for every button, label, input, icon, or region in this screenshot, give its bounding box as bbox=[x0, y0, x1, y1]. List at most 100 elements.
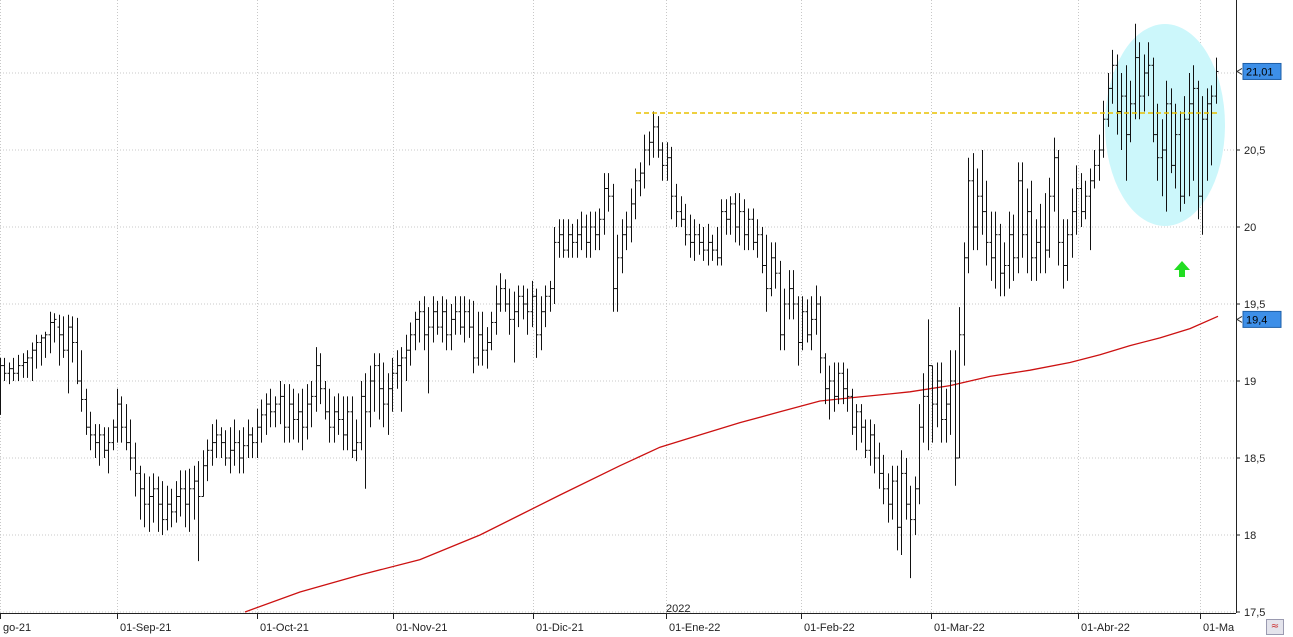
last-price-tag: 21,01 bbox=[1236, 62, 1282, 80]
y-tick-label: 18 bbox=[1244, 530, 1256, 542]
ohlc-bar bbox=[381, 362, 386, 428]
ohlc-bar bbox=[1011, 214, 1016, 281]
ohlc-bar bbox=[872, 424, 877, 474]
ohlc-bar bbox=[187, 468, 192, 532]
ohlc-bar bbox=[530, 280, 535, 328]
ohlc-bar bbox=[760, 227, 765, 274]
ohlc-bar bbox=[904, 458, 909, 520]
ohlc-bar bbox=[138, 465, 143, 520]
ohlc-bar bbox=[624, 211, 629, 251]
ohlc-bar bbox=[300, 388, 305, 451]
ohlc-bar bbox=[169, 488, 174, 528]
ohlc-bar bbox=[1133, 23, 1138, 120]
y-axis-labels: 17,5 18 18,5 19 19,5 20 20,5 bbox=[1236, 145, 1265, 619]
ohlc-bar bbox=[278, 381, 283, 425]
ohlc-bar bbox=[534, 288, 539, 358]
ohlc-bar bbox=[877, 442, 882, 489]
ohlc-bar bbox=[183, 470, 188, 528]
x-tick-label: 01-Oct-21 bbox=[260, 622, 309, 634]
ohlc-bar bbox=[336, 393, 341, 435]
year-marker: 2022 bbox=[666, 603, 690, 615]
ohlc-bar bbox=[341, 396, 346, 451]
ohlc-bar bbox=[404, 334, 409, 381]
ohlc-bar bbox=[926, 319, 931, 451]
x-tick-label: 01-Ene-22 bbox=[669, 622, 720, 634]
x-tick-label: 01-Mar-22 bbox=[934, 622, 985, 634]
ohlc-bar bbox=[250, 427, 255, 458]
ohlc-bar bbox=[287, 384, 292, 443]
ohlc-bar bbox=[70, 316, 75, 363]
ohlc-bar bbox=[881, 454, 886, 505]
ohlc-bar bbox=[268, 388, 273, 428]
ohlc-bar bbox=[588, 211, 593, 258]
ohlc-bar bbox=[246, 419, 251, 458]
ohlc-bar bbox=[115, 388, 120, 443]
ohlc-bar bbox=[539, 296, 544, 351]
ohlc-bar bbox=[228, 427, 233, 474]
ohlc-bar bbox=[832, 362, 837, 412]
ohlc-bar bbox=[462, 296, 467, 343]
ohlc-bar bbox=[782, 288, 787, 351]
ohlc-bar bbox=[0, 357, 3, 415]
axes bbox=[0, 0, 1237, 614]
ohlc-bar bbox=[142, 473, 147, 528]
ohlc-bar bbox=[318, 353, 323, 405]
ohlc-bar bbox=[223, 430, 228, 466]
ohlc-bar bbox=[615, 234, 620, 312]
chart-settings-icon[interactable]: ≈ bbox=[1266, 619, 1284, 635]
ohlc-bar bbox=[620, 219, 625, 274]
ohlc-bar bbox=[1038, 203, 1043, 274]
ohlc-bar bbox=[984, 180, 989, 266]
ohlc-bar bbox=[16, 354, 21, 381]
ohlc-bar bbox=[1070, 188, 1075, 258]
ohlc-bar bbox=[11, 357, 16, 381]
ohlc-bar bbox=[895, 465, 900, 551]
ohlc-bar bbox=[575, 219, 580, 258]
ohlc-bar bbox=[975, 168, 980, 251]
ohlc-bar bbox=[899, 450, 904, 556]
ohlc-bar bbox=[359, 381, 364, 451]
ohlc-bar bbox=[764, 234, 769, 312]
ohlc-bar bbox=[480, 311, 485, 366]
ohlc-bar bbox=[989, 211, 994, 281]
y-tick-label: 19,5 bbox=[1244, 299, 1265, 311]
ohlc-bar bbox=[156, 476, 161, 532]
ohlc-bar bbox=[953, 350, 958, 486]
ohlc-bars bbox=[0, 23, 1219, 579]
ohlc-bar bbox=[606, 173, 611, 212]
ohlc-bar bbox=[751, 208, 756, 251]
ohlc-bar bbox=[1137, 42, 1142, 120]
ohlc-bar bbox=[128, 419, 133, 471]
ohlc-bar bbox=[494, 285, 499, 335]
ohlc-bar bbox=[674, 183, 679, 227]
ohlc-bar bbox=[724, 199, 729, 235]
x-axis-labels: go-21 01-Sep-21 01-Oct-21 01-Nov-21 01-Dic-2… bbox=[0, 603, 1235, 634]
ohlc-bar bbox=[435, 300, 440, 335]
ohlc-bar bbox=[147, 476, 152, 532]
ohlc-bar bbox=[458, 296, 463, 335]
ohlc-bar bbox=[399, 347, 404, 412]
ohlc-bar bbox=[395, 350, 400, 389]
ohlc-bar bbox=[34, 334, 39, 369]
ohlc-bar bbox=[111, 419, 116, 451]
tag-box bbox=[1242, 310, 1282, 328]
ohlc-bar bbox=[966, 157, 971, 274]
ohlc-bar bbox=[863, 419, 868, 458]
ohlc-bar bbox=[345, 396, 350, 451]
gridlines bbox=[0, 0, 1236, 613]
ohlc-bar bbox=[390, 357, 395, 412]
ohlc-bar bbox=[426, 307, 431, 394]
ohlc-bar bbox=[39, 334, 44, 366]
ohlc-bar bbox=[521, 285, 526, 320]
ohlc-bar bbox=[372, 353, 377, 412]
ohlc-bar bbox=[1020, 162, 1025, 258]
ohlc-bar bbox=[633, 168, 638, 220]
ohlc-bar bbox=[178, 470, 183, 517]
ohlc-bar bbox=[1160, 119, 1165, 197]
ohlc-bar bbox=[1164, 80, 1169, 212]
ohlc-bar bbox=[232, 419, 237, 466]
ohlc-bar bbox=[638, 162, 643, 197]
ohlc-bar bbox=[930, 365, 935, 443]
ohlc-bar bbox=[935, 362, 940, 428]
ohlc-bar bbox=[512, 291, 517, 363]
